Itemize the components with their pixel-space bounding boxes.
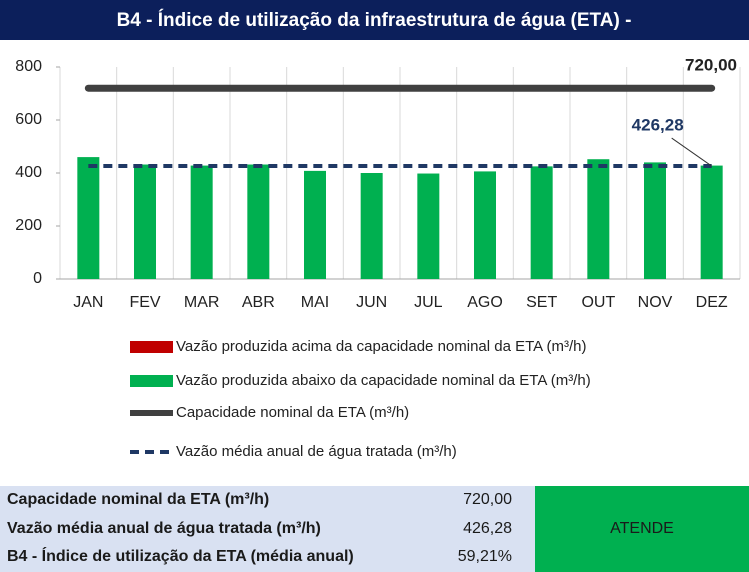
x-tick-label: AGO <box>467 294 503 311</box>
x-tick-label: JUN <box>356 294 387 311</box>
x-tick-label: DEZ <box>696 294 728 311</box>
bar <box>134 164 156 279</box>
summary-value: 59,21% <box>458 548 512 565</box>
summary-label: Capacidade nominal da ETA (m³/h) <box>7 491 269 508</box>
summary-panel <box>0 486 535 572</box>
y-tick-label: 800 <box>15 58 42 75</box>
summary-label: Vazão média anual de água tratada (m³/h) <box>7 520 321 537</box>
x-tick-label: JUL <box>414 294 443 311</box>
bar <box>700 165 723 279</box>
x-tick-label: JAN <box>73 294 103 311</box>
legend-swatch <box>130 341 173 353</box>
summary-value: 720,00 <box>463 491 512 508</box>
legend-swatch <box>130 375 173 387</box>
summary-value: 426,28 <box>463 520 512 537</box>
x-tick-label: MAI <box>301 294 329 311</box>
bar <box>644 162 666 279</box>
bar <box>190 165 213 279</box>
bar <box>474 171 496 279</box>
x-tick-label: ABR <box>242 294 275 311</box>
data-label: 426,28 <box>632 116 684 135</box>
bar <box>587 159 610 279</box>
status-panel <box>535 486 749 572</box>
x-tick-label: MAR <box>184 294 220 311</box>
chart-title: B4 - Índice de utilização da infraestrut… <box>117 9 632 31</box>
status: ATENDE <box>610 520 674 537</box>
summary-label: B4 - Índice de utilização da ETA (média … <box>7 546 354 565</box>
x-tick-label: SET <box>526 294 557 311</box>
y-tick-label: 0 <box>33 270 42 287</box>
bar <box>77 157 100 279</box>
leader-line <box>671 137 712 167</box>
y-tick-label: 400 <box>15 164 42 181</box>
bar <box>304 170 326 279</box>
x-tick-label: FEV <box>129 294 160 311</box>
data-label: 720,00 <box>685 56 737 75</box>
bar <box>360 173 383 279</box>
bar <box>247 164 270 279</box>
bar <box>530 166 553 279</box>
x-tick-label: OUT <box>581 294 615 311</box>
legend-label: Vazão produzida acima da capacidade nomi… <box>176 338 587 355</box>
legend-label: Vazão produzida abaixo da capacidade nom… <box>176 372 591 389</box>
legend-label: Capacidade nominal da ETA (m³/h) <box>176 404 409 421</box>
y-tick-label: 600 <box>15 111 42 128</box>
x-tick-label: NOV <box>638 294 673 311</box>
bar <box>417 173 440 279</box>
legend-label: Vazão média anual de água tratada (m³/h) <box>176 443 457 460</box>
y-tick-label: 200 <box>15 217 42 234</box>
title-bar <box>0 0 749 40</box>
